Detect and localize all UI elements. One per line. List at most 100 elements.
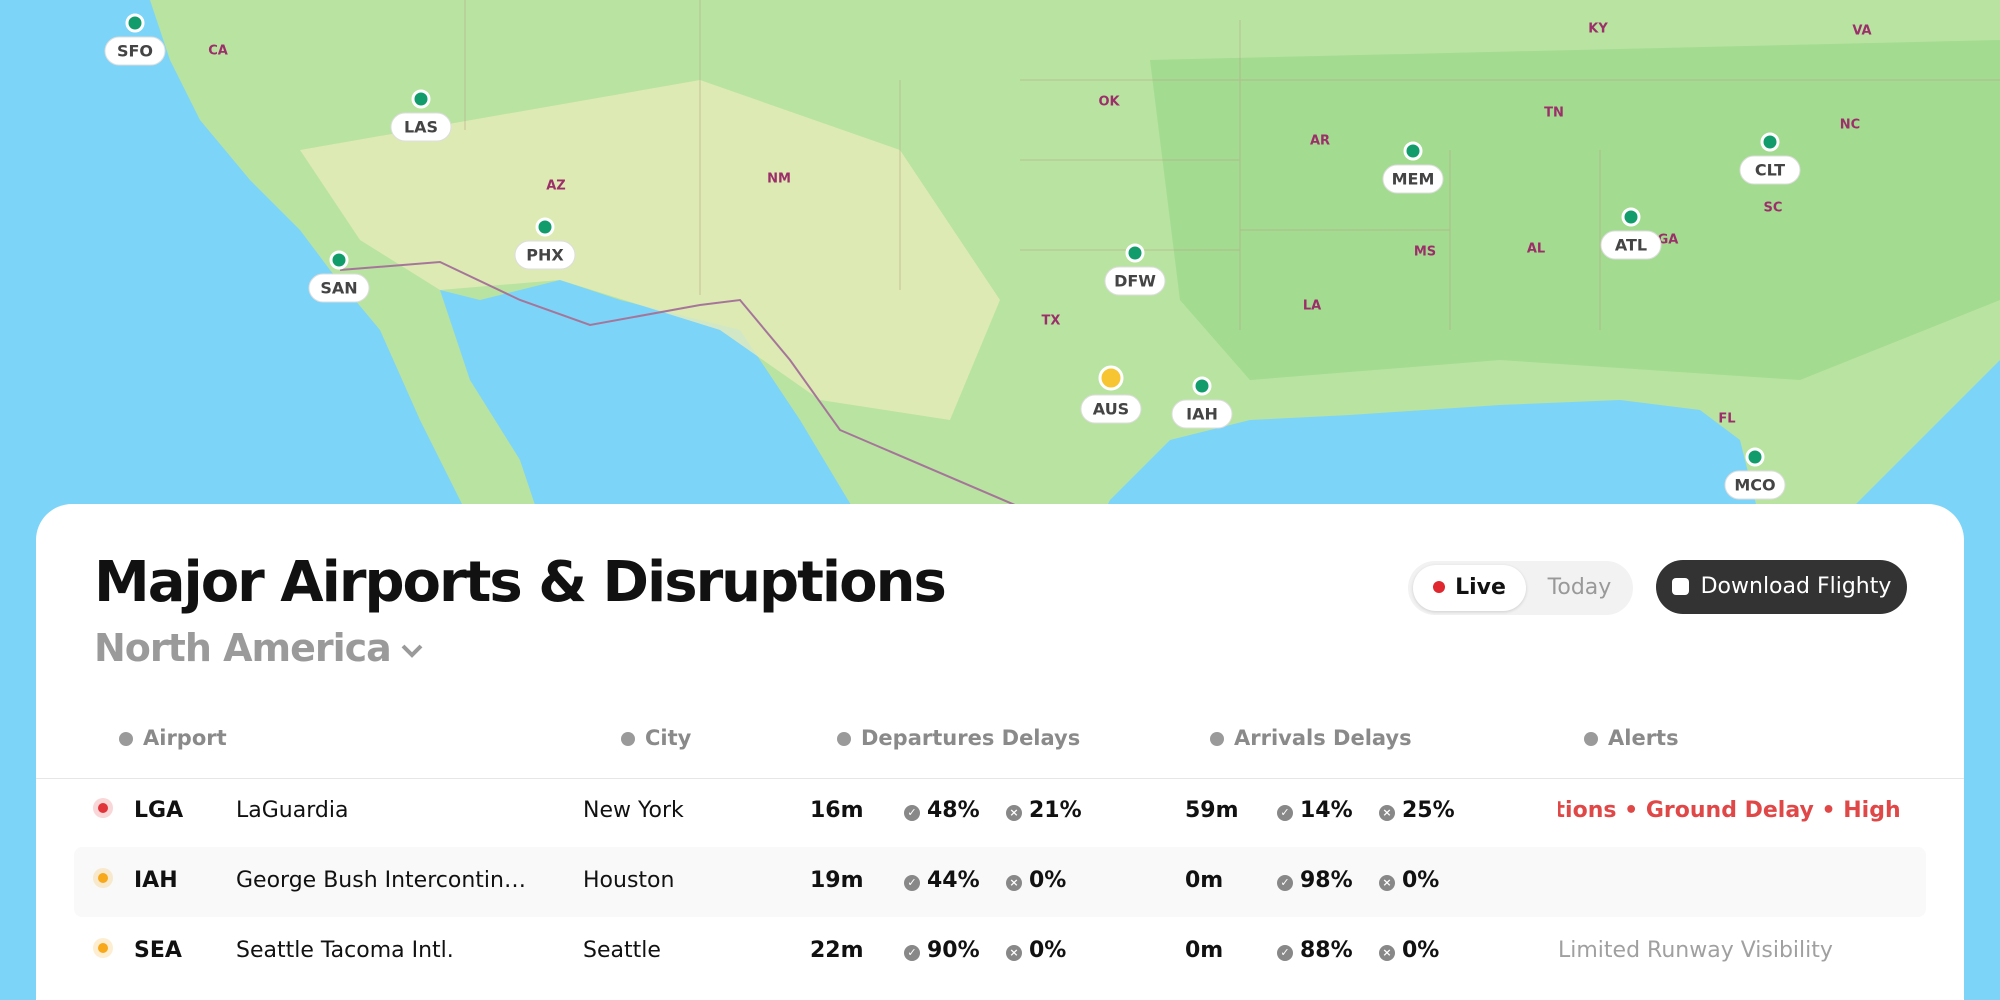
column-header: Departures Delays (837, 726, 1080, 750)
column-icon (119, 732, 133, 746)
airport-label: ATL (1615, 236, 1647, 255)
state-label: NM (767, 172, 791, 187)
live-button[interactable]: Live (1413, 565, 1526, 611)
airport-pill (1600, 230, 1662, 260)
stat-icon: × (1379, 805, 1395, 821)
cancel-rate: × 0% (1006, 868, 1066, 893)
alerts: Limited Runway Visibility (1558, 938, 1908, 968)
airport-dot (1192, 376, 1212, 396)
airport-pill (514, 240, 576, 270)
separator: • (1616, 798, 1646, 823)
state-label: VA (1852, 24, 1871, 39)
stat-icon: × (1006, 945, 1022, 961)
airport-pill (1724, 470, 1786, 500)
state-label: TX (1042, 314, 1061, 329)
airport-label: SFO (117, 42, 153, 61)
airport-pill (308, 273, 370, 303)
airport-dot (535, 217, 555, 237)
alert-ticker: Cancellations • Ground Delay • High Canc… (1558, 798, 1908, 823)
airport-pill (1171, 399, 1233, 429)
state-label: LA (1303, 299, 1321, 314)
on-time-rate: ✓ 44% (904, 868, 980, 893)
delay: 59m (1185, 798, 1239, 823)
on-time-rate: ✓ 98% (1277, 868, 1353, 893)
airport-dot (1403, 141, 1423, 161)
airport-code: LGA (134, 798, 184, 823)
city: New York (583, 798, 684, 823)
region-selector[interactable]: North America (94, 626, 425, 670)
app-icon (1671, 578, 1689, 595)
column-icon (837, 732, 851, 746)
cancel-rate: × 0% (1379, 868, 1439, 893)
panel: Major Airports & Disruptions North Americ… (36, 504, 1964, 1000)
desert (300, 80, 1000, 420)
state-label: FL (1718, 412, 1735, 427)
chevron (401, 644, 423, 658)
column-header: Airport (119, 726, 227, 750)
stat-icon: ✓ (904, 805, 920, 821)
airport-label: LAS (404, 118, 438, 137)
on-time-rate: ✓ 14% (1277, 798, 1353, 823)
delay: 22m (810, 938, 864, 963)
download-button[interactable]: Download Flighty (1656, 560, 1907, 614)
column-icon (1584, 732, 1598, 746)
cancel-rate: × 25% (1379, 798, 1455, 823)
airport-pill (1080, 394, 1142, 424)
city: Houston (583, 868, 675, 893)
status-dot (98, 943, 108, 953)
state-label: TN (1544, 106, 1564, 121)
live-dot (1433, 581, 1446, 593)
airport-label: PHX (526, 246, 564, 265)
stat-icon: × (1379, 945, 1395, 961)
cancel-rate: × 0% (1006, 938, 1066, 963)
title: Major Airports & Disruptions (94, 550, 947, 615)
stat-icon: ✓ (1277, 945, 1293, 961)
map: CA AZ NM OK TX AR LA MS AL TN KY VA NC SC GA FL SFO LAS PH… (104, 0, 2000, 520)
airport-pill (390, 112, 452, 142)
column-header: Alerts (1584, 726, 1679, 750)
alert: Limited Runway Visibility (1558, 938, 1833, 963)
separator: • (1813, 798, 1844, 823)
airport-dot (1745, 447, 1765, 467)
stat-icon: ✓ (1277, 875, 1293, 891)
alerts: Cancellations • Ground Delay • High Canc… (1558, 798, 1908, 828)
alert: High Cancellations (1843, 798, 1908, 823)
airport-label: AUS (1093, 400, 1129, 419)
stat-icon: × (1379, 875, 1395, 891)
column-icon (621, 732, 635, 746)
airport-dot (1621, 207, 1641, 227)
state-label: CA (208, 44, 228, 59)
stat-icon: ✓ (904, 875, 920, 891)
alert-ticker: Limited Runway Visibility (1558, 938, 1833, 963)
airport-dot (329, 250, 349, 270)
airport-label: SAN (320, 279, 357, 298)
status-dot (98, 803, 108, 813)
column-header: City (621, 726, 691, 750)
stat-icon: ✓ (1277, 805, 1293, 821)
state-label: AL (1527, 242, 1545, 257)
airport-pill (104, 36, 166, 66)
forest (1150, 40, 2000, 380)
stat-icon: ✓ (904, 945, 920, 961)
airport-label: DFW (1114, 272, 1156, 291)
on-time-rate: ✓ 90% (904, 938, 980, 963)
stat-icon: × (1006, 805, 1022, 821)
state-label: KY (1588, 22, 1608, 37)
divider (36, 778, 1964, 779)
alert: Cancellations (1558, 798, 1617, 823)
cancel-rate: × 21% (1006, 798, 1082, 823)
airport-label: MEM (1392, 170, 1435, 189)
state-label: AR (1310, 134, 1330, 149)
today-button[interactable]: Today (1547, 575, 1612, 600)
state-label: AZ (546, 179, 566, 194)
delay: 16m (810, 798, 864, 823)
airport-label: IAH (1186, 405, 1218, 424)
row-bg (74, 847, 1926, 917)
state-label: NC (1840, 118, 1860, 133)
airport-name: George Bush Intercontin… (236, 868, 526, 893)
delay: 0m (1185, 868, 1224, 893)
airport-dot (1760, 132, 1780, 152)
airport-name: Seattle Tacoma Intl. (236, 938, 454, 963)
city: Seattle (583, 938, 661, 963)
